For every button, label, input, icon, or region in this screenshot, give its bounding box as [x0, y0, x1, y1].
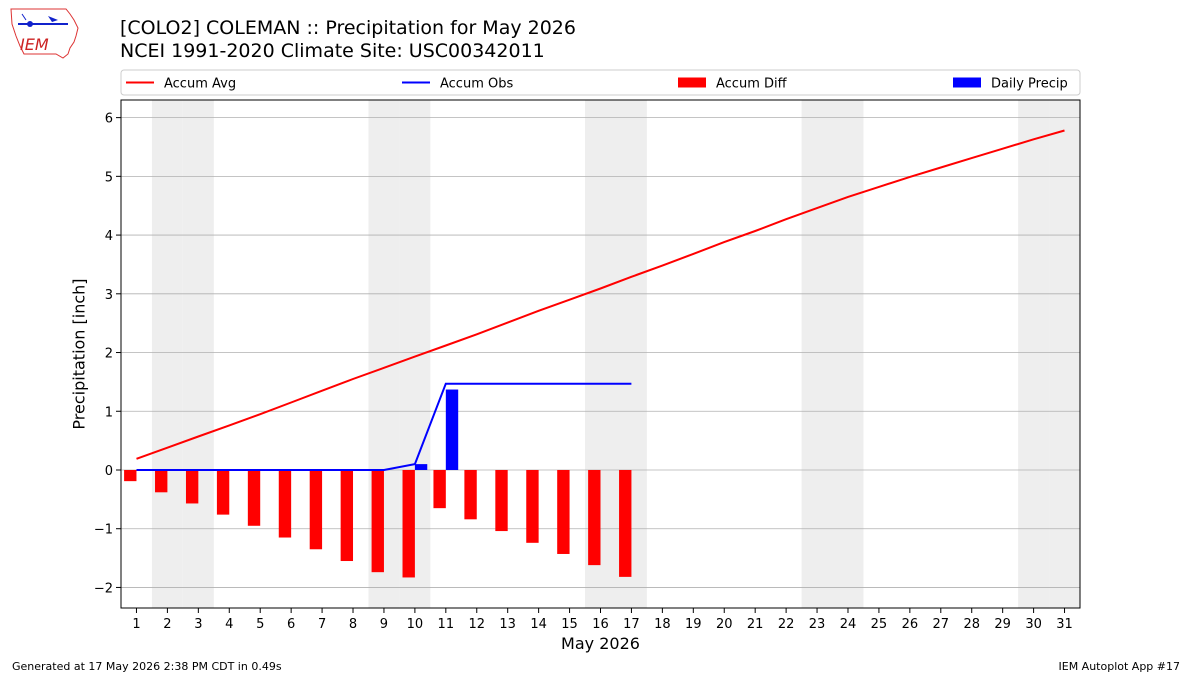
xtick-label-28: 28: [963, 617, 980, 632]
xtick-label-26: 26: [902, 617, 919, 632]
x-axis-label: May 2026: [561, 634, 640, 653]
xtick-label-31: 31: [1056, 617, 1073, 632]
accum-diff-bar-8: [340, 469, 354, 562]
ytick-label-6: 6: [105, 112, 113, 127]
lines: [136, 129, 1065, 471]
chart-subtitle: NCEI 1991-2020 Climate Site: USC00342011: [120, 40, 545, 62]
ytick-label-0: 0: [105, 464, 113, 479]
xtick-label-20: 20: [716, 617, 733, 632]
weekend-band-23: [801, 100, 833, 608]
xtick-label-19: 19: [685, 617, 702, 632]
xtick-label-11: 11: [438, 617, 455, 632]
xtick-label-22: 22: [778, 617, 795, 632]
accum-diff-bar-14: [526, 469, 539, 543]
weekend-shading: [151, 100, 1080, 608]
accum-diff-bar-9: [371, 469, 384, 573]
legend-box: [120, 69, 1081, 96]
ytick-label--2: −2: [94, 581, 113, 596]
accum-diff-bar-2: [155, 469, 168, 493]
accum-diff-bar-11: [433, 469, 446, 509]
weekend-band-30: [1018, 100, 1050, 608]
y-axis-label: Precipitation [inch]: [70, 278, 89, 429]
legend-swatch-accum-diff: [678, 77, 706, 88]
xtick-label-8: 8: [349, 617, 357, 632]
accum-diff-bar-16: [588, 469, 601, 566]
weekend-band-3: [182, 100, 214, 608]
xtick-label-3: 3: [194, 617, 202, 632]
xtick-label-27: 27: [933, 617, 950, 632]
xtick-label-2: 2: [163, 617, 171, 632]
xtick-label-7: 7: [318, 617, 326, 632]
weekend-band-31: [1049, 100, 1080, 608]
xtick-label-25: 25: [871, 617, 888, 632]
accum-diff-bar-3: [185, 469, 199, 504]
accum-diff-bar-10: [402, 469, 415, 578]
xtick-label-1: 1: [132, 617, 140, 632]
xtick-label-13: 13: [499, 617, 516, 632]
legend-label-accum-obs: Accum Obs: [440, 77, 513, 92]
xtick-label-29: 29: [994, 617, 1011, 632]
xtick-label-15: 15: [561, 617, 578, 632]
accum-diff-bar-15: [557, 469, 570, 554]
xtick-label-30: 30: [1025, 617, 1042, 632]
legend: Accum Avg Accum Obs Accum Diff Daily Precip: [120, 69, 1081, 96]
xtick-label-4: 4: [225, 617, 233, 632]
accum-diff-bar-7: [309, 469, 323, 550]
accum-diff-bar-12: [464, 469, 477, 520]
ytick-label-2: 2: [105, 347, 113, 362]
ytick-label-3: 3: [105, 288, 113, 303]
ytick-label-4: 4: [105, 229, 113, 244]
iem-logo: IEM: [10, 8, 79, 59]
xtick-label-16: 16: [592, 617, 609, 632]
chart-title: [COLO2] COLEMAN :: Precipitation for May…: [120, 17, 576, 39]
logo-text: IEM: [20, 35, 49, 54]
ytick-label-1: 1: [105, 405, 113, 420]
generated-note: Generated at 17 May 2026 2:38 PM CDT in …: [12, 660, 282, 673]
xtick-label-18: 18: [654, 617, 671, 632]
xtick-label-23: 23: [809, 617, 826, 632]
legend-label-daily-precip: Daily Precip: [991, 77, 1068, 92]
xtick-label-14: 14: [530, 617, 547, 632]
weekend-band-2: [151, 100, 183, 608]
accum-avg-line: [136, 129, 1065, 460]
accum-obs-line: [136, 382, 632, 471]
xtick-label-6: 6: [287, 617, 295, 632]
daily-precip-bar-10: [414, 464, 428, 470]
accum-diff-bar-4: [216, 469, 230, 515]
daily-precip-bar-11: [445, 389, 459, 470]
weekend-band-24: [832, 100, 864, 608]
ytick-label--1: −1: [94, 523, 113, 538]
legend-swatch-daily-precip: [953, 77, 981, 88]
xtick-label-10: 10: [407, 617, 424, 632]
xtick-label-24: 24: [840, 617, 857, 632]
xtick-label-21: 21: [747, 617, 764, 632]
bars: [124, 389, 632, 578]
legend-label-accum-diff: Accum Diff: [716, 77, 788, 92]
legend-label-accum-avg: Accum Avg: [164, 77, 236, 92]
accum-diff-bar-1: [124, 469, 137, 482]
xtick-label-17: 17: [623, 617, 640, 632]
xtick-label-12: 12: [468, 617, 485, 632]
ytick-label-5: 5: [105, 170, 113, 185]
accum-diff-bar-17: [619, 469, 632, 577]
accum-diff-bar-5: [247, 469, 261, 526]
xtick-label-5: 5: [256, 617, 264, 632]
xtick-label-9: 9: [380, 617, 388, 632]
accum-diff-bar-6: [278, 469, 292, 538]
app-note: IEM Autoplot App #17: [1058, 660, 1181, 673]
accum-diff-bar-13: [495, 469, 508, 532]
